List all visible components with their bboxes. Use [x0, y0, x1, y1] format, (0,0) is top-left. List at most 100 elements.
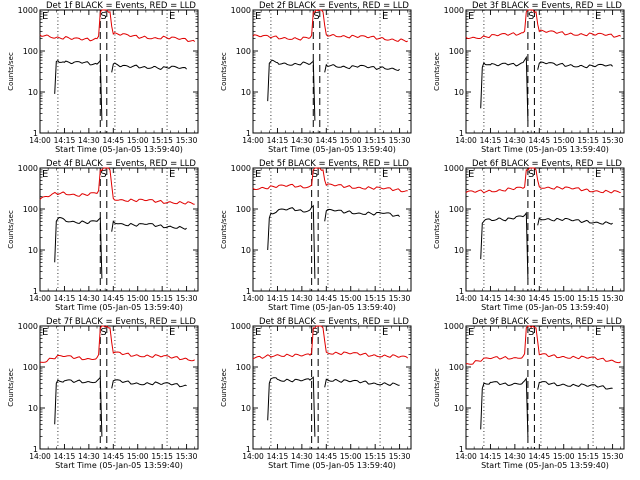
x-tick-label: 14:30 [504, 136, 526, 145]
marker-label: E [382, 327, 388, 338]
x-tick-label: 14:30 [504, 294, 526, 303]
series-line-events [480, 377, 529, 437]
x-tick-label: 14:45 [102, 136, 124, 145]
x-tick-label: 15:00 [340, 294, 362, 303]
x-tick-label: 15:00 [553, 136, 575, 145]
marker-label: E [42, 11, 48, 22]
y-axis-label: Counts/sec [433, 52, 441, 91]
y-tick-label: 10 [241, 246, 251, 255]
x-tick-label: 15:00 [340, 452, 362, 461]
y-tick-label: 10 [241, 404, 251, 413]
x-tick-label: 15:30 [176, 452, 198, 461]
detector-panel-1f: Det 1f BLACK = Events, RED = LLD 1 10 100 10… [7, 1, 199, 154]
y-axis-label: Counts/sec [7, 368, 15, 407]
x-tick-label: 15:30 [389, 136, 411, 145]
plot-frame [465, 9, 625, 134]
marker-label: E [169, 327, 175, 338]
marker-label: E [595, 327, 601, 338]
y-tick-label: 100 [449, 47, 464, 56]
x-tick-label: 14:15 [480, 452, 502, 461]
series-line-lld [39, 9, 196, 43]
plot-frame [39, 167, 199, 292]
panel-title: Det 1f BLACK = Events, RED = LLD [46, 1, 196, 11]
x-tick-label: 15:15 [151, 136, 173, 145]
x-tick-label: 15:30 [176, 136, 198, 145]
x-tick-label: 15:00 [553, 294, 575, 303]
y-tick-label: 1 [33, 287, 38, 296]
series-line-events [324, 378, 400, 388]
detector-panel-8f: Det 8f BLACK = Events, RED = LLD 1 10 100 10… [220, 317, 412, 470]
marker-label: S [100, 11, 106, 22]
panel-title: Det 7f BLACK = Events, RED = LLD [46, 317, 196, 327]
series-line-events [537, 61, 613, 70]
series-line-events [54, 216, 103, 279]
y-tick-label: 1000 [18, 164, 38, 173]
x-tick-label: 14:00 [29, 136, 51, 145]
series-line-events [480, 55, 529, 121]
y-axis-label: Counts/sec [7, 52, 15, 91]
x-axis-label: Start Time (05-Jan-05 13:59:40) [481, 461, 609, 470]
plot-frame [39, 9, 199, 134]
x-tick-label: 14:15 [267, 294, 289, 303]
x-tick-label: 14:15 [480, 136, 502, 145]
marker-label: S [312, 327, 318, 338]
x-tick-label: 15:15 [577, 452, 599, 461]
y-tick-label: 1 [459, 445, 464, 454]
marker-label: S [528, 169, 534, 180]
x-tick-label: 14:45 [315, 136, 337, 145]
x-tick-label: 14:15 [267, 136, 289, 145]
x-tick-label: 15:30 [176, 294, 198, 303]
x-axis-label: Start Time (05-Jan-05 13:59:40) [481, 303, 609, 312]
marker-label: E [169, 11, 175, 22]
marker-label: E [255, 11, 261, 22]
y-axis-label: Counts/sec [433, 210, 441, 249]
series-line-events [537, 381, 613, 390]
y-tick-label: 1000 [231, 322, 251, 331]
series-line-events [111, 379, 187, 389]
x-axis-label: Start Time (05-Jan-05 13:59:40) [55, 303, 183, 312]
y-tick-label: 100 [236, 363, 251, 372]
plot-frame [252, 9, 412, 134]
series-line-events [54, 59, 103, 121]
x-tick-label: 15:30 [602, 452, 624, 461]
y-tick-label: 100 [236, 205, 251, 214]
x-tick-label: 14:45 [528, 294, 550, 303]
x-tick-label: 14:00 [455, 294, 477, 303]
plot-frame [252, 325, 412, 450]
plot-frame [465, 167, 625, 292]
x-tick-label: 14:30 [78, 136, 100, 145]
x-tick-label: 14:30 [291, 452, 313, 461]
x-tick-label: 14:15 [54, 452, 76, 461]
series-line-events [111, 62, 187, 73]
y-tick-label: 1 [246, 129, 251, 138]
y-tick-label: 10 [454, 404, 464, 413]
marker-label: E [255, 169, 261, 180]
x-tick-label: 14:30 [504, 452, 526, 461]
marker-label: E [468, 11, 474, 22]
y-axis-label: Counts/sec [220, 368, 228, 407]
x-axis-label: Start Time (05-Jan-05 13:59:40) [481, 145, 609, 154]
y-tick-label: 1000 [18, 6, 38, 15]
series-line-lld [39, 167, 195, 205]
y-tick-label: 100 [23, 363, 38, 372]
x-tick-label: 14:30 [78, 452, 100, 461]
x-tick-label: 14:30 [78, 294, 100, 303]
x-tick-label: 15:00 [340, 136, 362, 145]
x-tick-label: 14:00 [242, 294, 264, 303]
x-tick-label: 15:30 [602, 136, 624, 145]
x-tick-label: 14:15 [480, 294, 502, 303]
y-tick-label: 1000 [444, 164, 464, 173]
marker-label: S [312, 169, 318, 180]
x-axis-label: Start Time (05-Jan-05 13:59:40) [55, 145, 183, 154]
series-line-lld [465, 167, 621, 194]
marker-label: E [169, 169, 175, 180]
series-line-events [324, 208, 400, 222]
x-axis-label: Start Time (05-Jan-05 13:59:40) [55, 461, 183, 470]
x-tick-label: 15:30 [602, 294, 624, 303]
x-tick-label: 14:45 [102, 452, 124, 461]
detector-panel-9f: Det 9f BLACK = Events, RED = LLD 1 10 100 10… [433, 317, 625, 470]
y-tick-label: 10 [454, 246, 464, 255]
detector-panel-4f: Det 4f BLACK = Events, RED = LLD 1 10 100 10… [7, 159, 199, 312]
x-tick-label: 14:45 [102, 294, 124, 303]
